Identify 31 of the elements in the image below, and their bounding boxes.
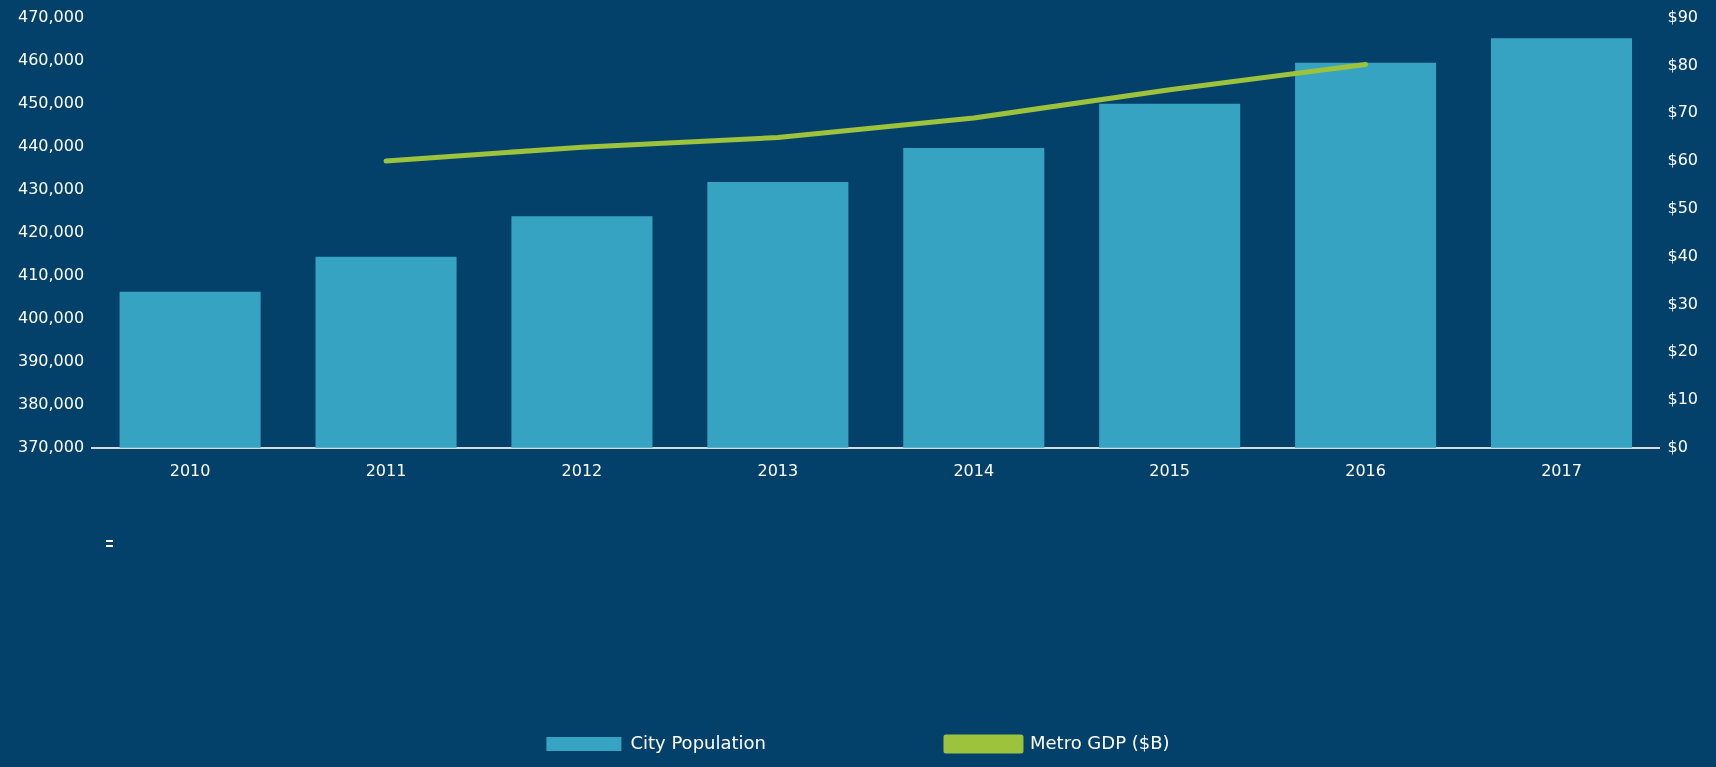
x-tick-label: 2016 [1345,460,1386,480]
x-tick-label: 2014 [953,460,995,480]
y-tick-label: 410,000 [17,264,85,284]
x-tick-label: 2013 [757,460,799,480]
x-tick-label: 2015 [1149,460,1191,480]
y-tick-label: 370,000 [17,436,85,456]
x-tick-label: 2017 [1541,460,1582,480]
y2-tick-label: $10 [1667,389,1699,409]
y-tick-label: 430,000 [17,178,85,198]
legend-label: City Population [630,731,766,753]
x-tick-label: 2011 [365,460,407,480]
y2-tick-label: $50 [1667,197,1699,217]
y-tick-label: 450,000 [17,92,85,112]
x-tick-label: 2012 [561,460,603,480]
y2-tick-label: $40 [1667,245,1699,265]
y-tick-label: 440,000 [17,135,85,155]
y2-tick-label: $0 [1667,436,1688,456]
y2-tick-label: $60 [1667,150,1699,170]
y2-tick-label: $20 [1667,341,1699,361]
y-tick-label: 470,000 [17,6,85,26]
y-tick-label: 390,000 [17,350,85,370]
y-tick-label: 380,000 [17,393,85,413]
y-tick-label: 420,000 [17,221,85,241]
x-tick-label: 2010 [169,460,211,480]
y2-tick-label: $30 [1667,293,1699,313]
y2-tick-label: $80 [1667,54,1699,74]
y-tick-label: 460,000 [17,49,85,69]
legend-label: Metro GDP ($B) [1029,731,1170,753]
y-tick-label: 400,000 [17,307,85,327]
y2-tick-label: $90 [1667,6,1699,26]
y2-tick-label: $70 [1667,102,1699,122]
